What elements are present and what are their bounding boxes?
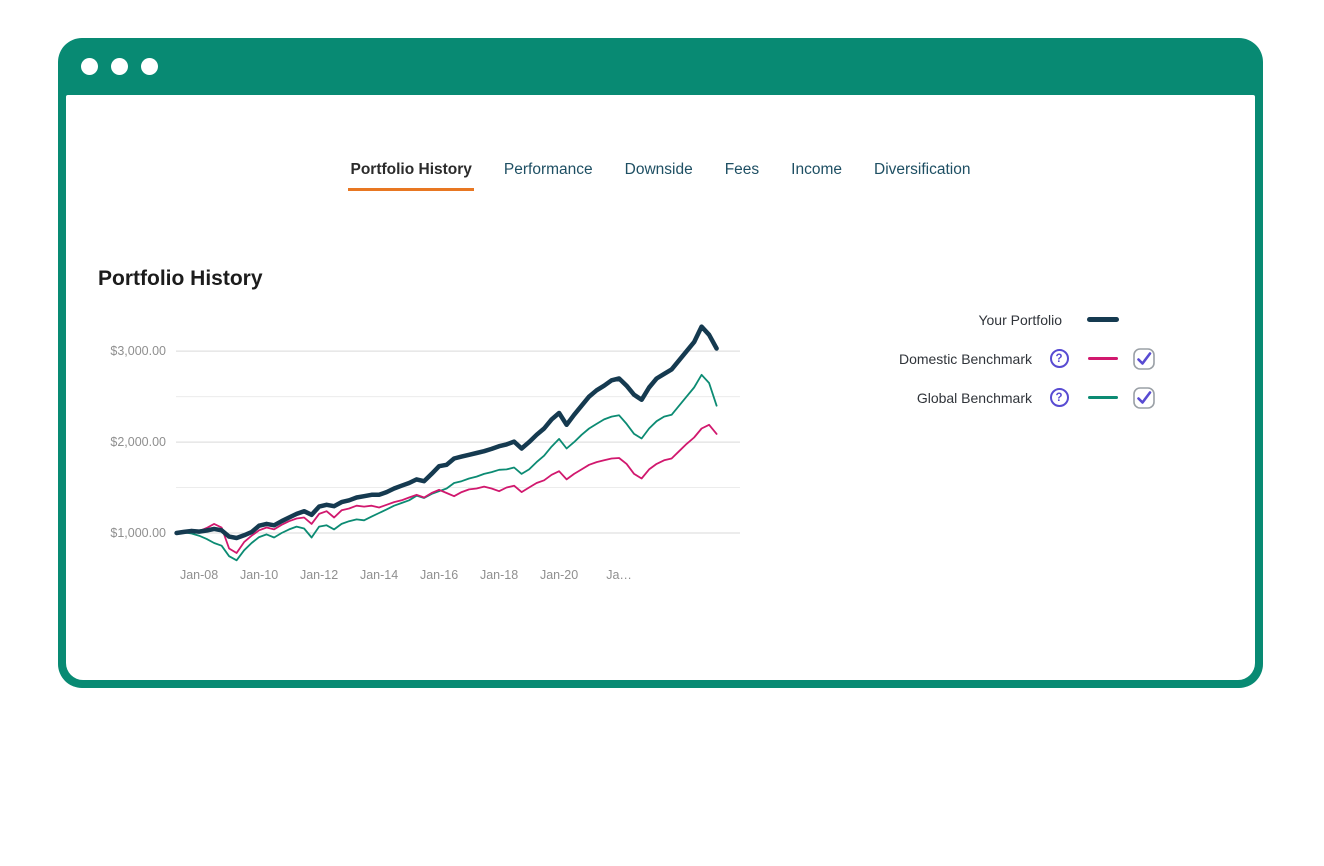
page-title: Portfolio History: [98, 267, 263, 291]
help-icon[interactable]: ?: [1049, 349, 1069, 368]
window-dot-icon[interactable]: [81, 58, 98, 75]
legend-swatch: [1088, 357, 1118, 360]
legend-label: Global Benchmark: [916, 389, 1032, 406]
tab-performance[interactable]: Performance: [503, 161, 593, 178]
series-line-your-portfolio: [174, 324, 719, 541]
x-tick-label: Jan-10: [239, 568, 279, 582]
tab-downside[interactable]: Downside: [624, 161, 693, 178]
legend-label: Your Portfolio: [978, 311, 1062, 328]
series-line-domestic-benchmark: [175, 423, 718, 554]
tab-diversification[interactable]: Diversification: [874, 161, 971, 178]
help-icon[interactable]: ?: [1049, 388, 1069, 407]
chart-legend: Your Portfolio?Domestic Benchmark?Global…: [899, 300, 1156, 417]
y-tick-label: $3,000.00: [110, 344, 166, 359]
tab-income[interactable]: Income: [791, 161, 843, 178]
y-tick-label: $1,000.00: [110, 526, 166, 540]
window-dot-icon[interactable]: [111, 58, 128, 75]
legend-swatch: [1088, 396, 1118, 399]
portfolio-history-chart: $1,000.00 $2,000.00 $3,000.00 Jan-08 Jan-10…: [92, 313, 792, 613]
page-content: Portfolio History Performance Downside Fees…: [66, 95, 1255, 680]
legend-row-your-portfolio: Your Portfolio?: [899, 300, 1156, 339]
window-dot-icon[interactable]: [141, 58, 158, 75]
x-tick-label: Jan-16: [419, 568, 459, 582]
x-tick-label: Ja…: [606, 568, 632, 582]
tab-fees[interactable]: Fees: [724, 161, 760, 178]
x-tick-label: Jan-12: [299, 568, 339, 582]
x-tick-label: Jan-20: [539, 568, 579, 582]
tab-portfolio-history[interactable]: Portfolio History: [348, 160, 474, 191]
legend-checkbox[interactable]: [1133, 347, 1155, 370]
y-tick-label: $2,000.00: [110, 435, 166, 450]
browser-window: Portfolio History Performance Downside Fees…: [58, 38, 1263, 688]
x-tick-label: Jan-18: [479, 568, 519, 582]
legend-checkbox[interactable]: [1133, 386, 1155, 409]
tab-bar: Portfolio History Performance Downside Fees…: [66, 160, 1255, 191]
window-controls: [81, 58, 158, 75]
x-tick-label: Jan-14: [359, 568, 399, 582]
legend-row-domestic-benchmark: Domestic Benchmark?: [899, 339, 1156, 378]
legend-swatch: [1087, 317, 1119, 322]
legend-row-global-benchmark: Global Benchmark?: [899, 378, 1156, 417]
x-tick-label: Jan-08: [179, 568, 219, 582]
legend-label: Domestic Benchmark: [898, 350, 1032, 367]
series-line-global-benchmark: [175, 373, 718, 562]
plot-canvas: [174, 324, 740, 562]
